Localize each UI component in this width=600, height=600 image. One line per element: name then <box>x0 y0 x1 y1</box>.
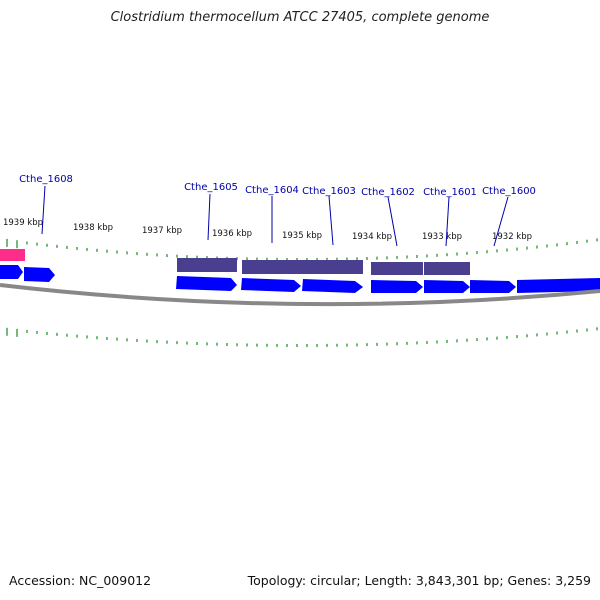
rrna-feature <box>0 249 25 261</box>
ruler-label-1933: 1933 kbp <box>422 232 462 242</box>
leader-cthe-1601 <box>445 196 450 247</box>
ruler-label-1936: 1936 kbp <box>212 229 252 239</box>
leader-cthe-1605 <box>207 193 211 241</box>
ruler-label-1939: 1939 kbp <box>3 218 43 228</box>
gene-label-cthe-1605: Cthe_1605 <box>184 182 238 193</box>
leader-cthe-1603 <box>328 195 334 246</box>
leader-cthe-1608 <box>41 185 46 235</box>
genome-summary-text: Topology: circular; Length: 3,843,301 bp… <box>247 573 591 588</box>
leader-cthe-1600 <box>493 196 509 247</box>
cds-arrow-4 <box>241 278 301 292</box>
cds-arrow-3 <box>176 276 237 291</box>
ruler-label-1938: 1938 kbp <box>73 223 113 233</box>
ruler-label-1937: 1937 kbp <box>142 226 182 236</box>
feature-block-4 <box>424 262 470 275</box>
cds-arrow-7 <box>424 280 470 293</box>
feature-block-3 <box>371 262 423 275</box>
cds-arrow-6 <box>371 280 423 293</box>
leader-cthe-1602 <box>387 196 398 247</box>
genome-backbone <box>0 283 600 307</box>
ruler-label-1934: 1934 kbp <box>352 232 392 242</box>
gene-label-leaders <box>41 185 509 247</box>
cds-arrow-9 <box>517 278 600 293</box>
feature-block-2 <box>242 260 363 274</box>
page-title: Clostridium thermocellum ATCC 27405, com… <box>110 10 490 25</box>
gene-label-cthe-1604: Cthe_1604 <box>245 185 299 196</box>
gene-labels: Cthe_1608 Cthe_1605 Cthe_1604 Cthe_1603 … <box>19 174 536 198</box>
cds-arrow-5 <box>302 279 363 293</box>
ruler-labels: 1939 kbp 1938 kbp 1937 kbp 1936 kbp 1935… <box>3 218 532 242</box>
ruler-label-1935: 1935 kbp <box>282 231 322 241</box>
gene-label-cthe-1600: Cthe_1600 <box>482 186 536 197</box>
cds-track <box>0 265 600 293</box>
gene-label-cthe-1608: Cthe_1608 <box>19 174 73 185</box>
lower-tick-track <box>6 327 598 347</box>
gene-label-cthe-1601: Cthe_1601 <box>423 187 477 198</box>
gene-label-cthe-1602: Cthe_1602 <box>361 187 415 198</box>
ruler-label-1932: 1932 kbp <box>492 232 532 242</box>
accession-text: Accession: NC_009012 <box>9 573 152 588</box>
feature-block-1 <box>177 258 237 272</box>
upper-tick-track <box>6 238 598 261</box>
cds-arrow-2 <box>24 267 55 282</box>
cds-arrow-8 <box>470 280 516 293</box>
feature-track <box>0 249 470 275</box>
gene-label-cthe-1603: Cthe_1603 <box>302 186 356 197</box>
cds-arrow-1 <box>0 265 23 279</box>
